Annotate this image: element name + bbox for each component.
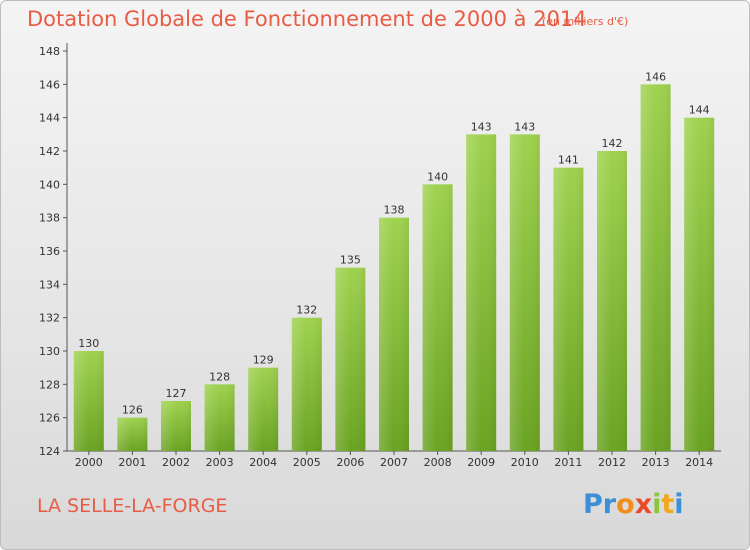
x-tick-label: 2009 (467, 456, 495, 469)
bar-value-label: 142 (602, 137, 623, 150)
y-tick-label: 124 (39, 445, 60, 458)
bar-value-label: 135 (340, 254, 361, 267)
bar-shade (684, 117, 715, 452)
x-tick-label: 2000 (75, 456, 103, 469)
bar-shade (161, 401, 191, 451)
bar-value-label: 140 (427, 170, 448, 183)
logo-letter: x (634, 489, 653, 520)
bar-shade (597, 151, 627, 451)
y-tick-label: 128 (39, 378, 60, 391)
bar-value-label: 127 (166, 387, 187, 400)
y-tick-label: 132 (39, 312, 60, 325)
y-tick-label: 142 (39, 145, 60, 158)
logo-letter: o (616, 489, 635, 520)
y-tick-label: 144 (39, 112, 60, 125)
bar-value-label: 130 (78, 337, 99, 350)
chart-unit: (en milliers d'€) (542, 15, 629, 28)
logo-letter: r (602, 489, 617, 520)
bar-value-label: 144 (689, 104, 710, 117)
y-tick-label: 138 (39, 212, 60, 225)
bar-shade (117, 417, 148, 451)
commune-name: LA SELLE-LA-FORGE (37, 495, 228, 517)
x-tick-label: 2012 (598, 456, 626, 469)
logo-letter: i (652, 489, 662, 520)
x-tick-label: 2001 (118, 456, 146, 469)
x-tick-label: 2007 (380, 456, 408, 469)
logo-letter: i (674, 489, 684, 520)
x-tick-label: 2008 (424, 456, 452, 469)
x-tick-label: 2010 (511, 456, 539, 469)
bar-shade (509, 134, 540, 452)
bar-shade (466, 134, 497, 452)
bar-shade (553, 167, 584, 451)
y-tick-label: 134 (39, 278, 60, 291)
bar-shade (640, 84, 671, 451)
x-tick-label: 2005 (293, 456, 321, 469)
bar-shade (379, 217, 409, 451)
y-tick-label: 136 (39, 245, 60, 258)
x-tick-label: 2011 (554, 456, 582, 469)
bar-shade (291, 317, 322, 451)
bar-shade (204, 384, 235, 451)
y-tick-label: 140 (39, 178, 60, 191)
bar-value-label: 132 (296, 304, 317, 317)
bar-shade (73, 351, 104, 451)
x-tick-label: 2004 (249, 456, 277, 469)
bar-value-label: 129 (253, 354, 274, 367)
x-tick-label: 2006 (336, 456, 364, 469)
y-tick-label: 130 (39, 345, 60, 358)
bar-value-label: 146 (645, 70, 666, 83)
y-tick-label: 148 (39, 45, 60, 58)
bar-value-label: 126 (122, 404, 143, 417)
logo-letter: t (661, 489, 675, 520)
bar-value-label: 143 (514, 120, 535, 133)
y-tick-label: 146 (39, 78, 60, 91)
bar-shade (335, 267, 366, 451)
bar-value-label: 138 (384, 204, 405, 217)
x-tick-label: 2002 (162, 456, 190, 469)
y-tick-label: 126 (39, 412, 60, 425)
x-tick-label: 2013 (642, 456, 670, 469)
x-tick-label: 2003 (206, 456, 234, 469)
x-tick-label: 2014 (685, 456, 713, 469)
bar-shade (422, 184, 453, 452)
logo-letter: P (583, 489, 603, 520)
bar-shade (248, 367, 279, 451)
bar-value-label: 143 (471, 120, 492, 133)
proxiti-logo[interactable]: Proxiti (583, 489, 684, 520)
chart-title: Dotation Globale de Fonctionnement de 20… (27, 7, 587, 31)
bar-value-label: 141 (558, 154, 579, 167)
bar-value-label: 128 (209, 370, 230, 383)
